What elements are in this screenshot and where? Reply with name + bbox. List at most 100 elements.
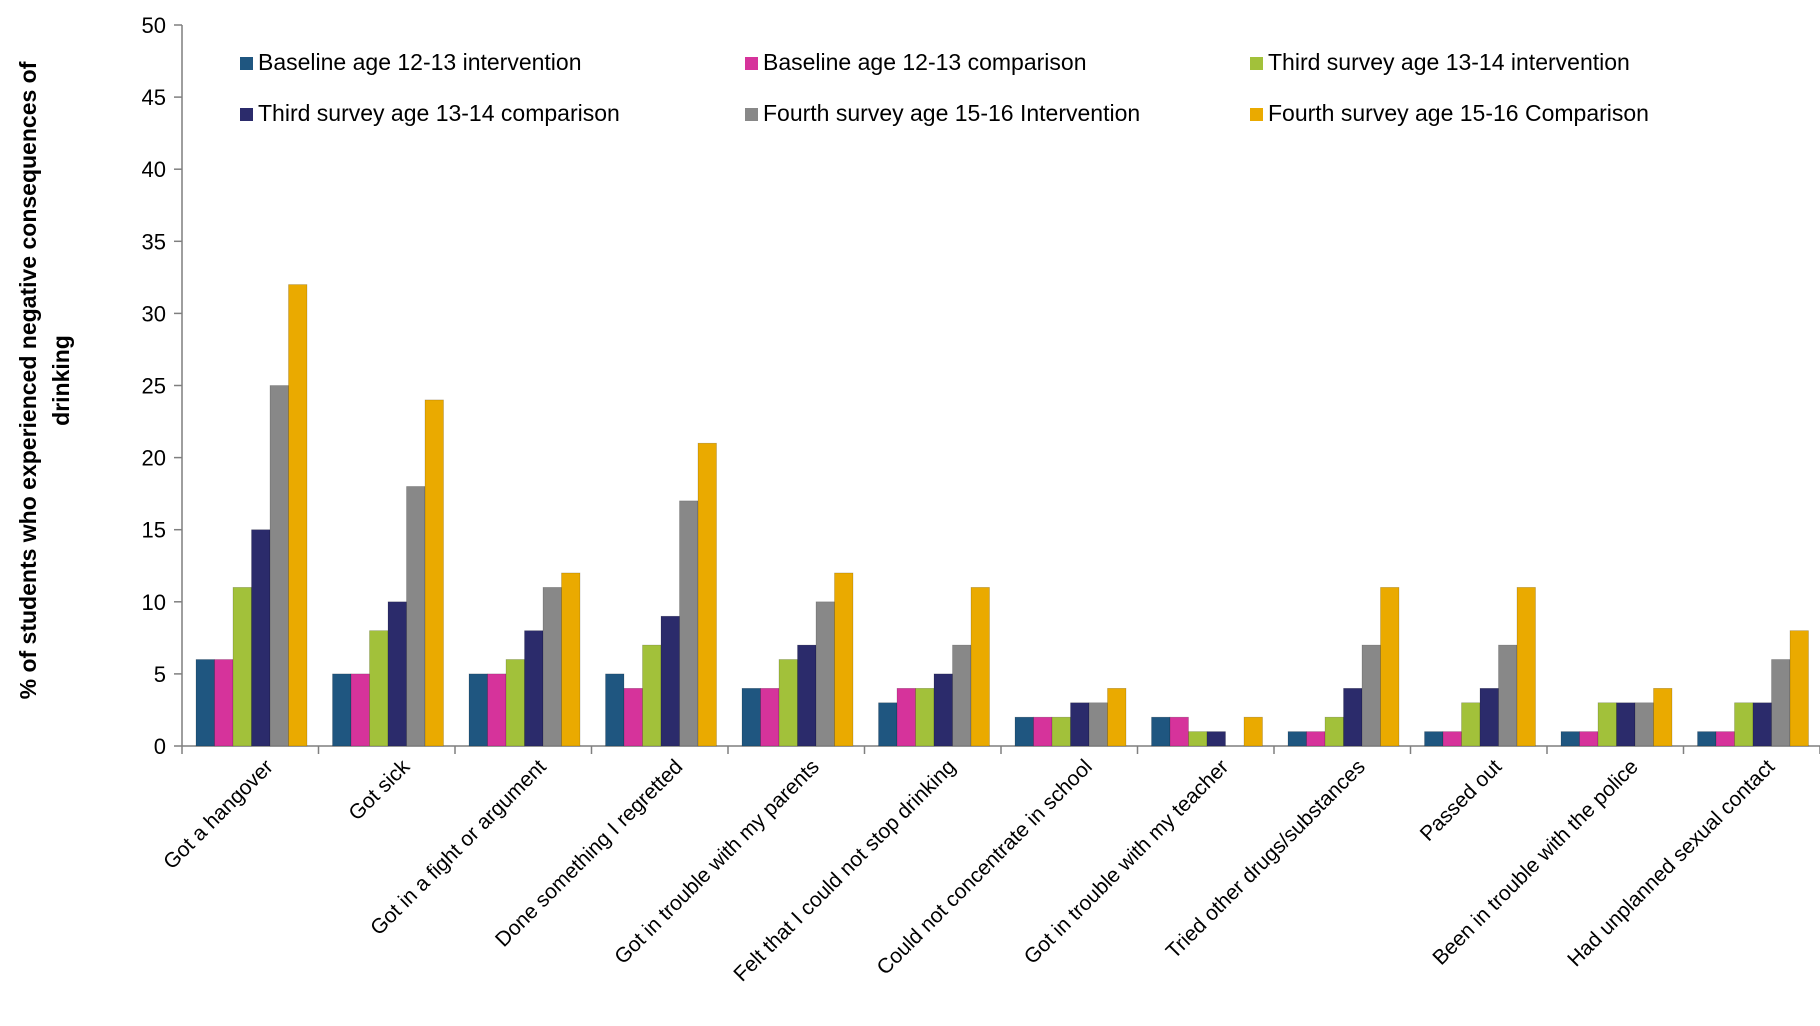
bar xyxy=(542,587,562,747)
legend: Baseline age 12-13 intervention Baseline … xyxy=(240,49,1649,126)
x-tick-label: Felt that I could not stop drinking xyxy=(729,755,960,986)
bar xyxy=(896,688,916,747)
bar xyxy=(1579,731,1599,747)
bar xyxy=(369,630,389,747)
bar xyxy=(387,601,407,747)
bar xyxy=(424,399,444,747)
x-tick-label: Passed out xyxy=(1416,755,1507,846)
bar xyxy=(1188,731,1208,747)
bar xyxy=(660,615,680,747)
bar xyxy=(232,587,252,747)
bar xyxy=(741,688,761,747)
bar xyxy=(468,673,488,747)
bar xyxy=(1715,731,1735,747)
bar xyxy=(1306,731,1326,747)
legend-label: Fourth survey age 15-16 Intervention xyxy=(763,100,1140,126)
bar xyxy=(797,644,817,747)
bar xyxy=(1752,702,1772,747)
bar xyxy=(1151,716,1171,747)
bar xyxy=(524,630,544,747)
bar xyxy=(251,529,271,747)
bar xyxy=(269,385,289,747)
y-tick-label: 10 xyxy=(142,590,166,615)
bar xyxy=(561,572,581,747)
bar xyxy=(605,673,625,747)
x-tick-label: Got sick xyxy=(344,755,414,825)
legend-label: Third survey age 13-14 comparison xyxy=(258,100,620,126)
y-axis-label: % of students who experienced negative c… xyxy=(15,61,74,699)
bar xyxy=(679,500,699,747)
bar xyxy=(1206,731,1226,747)
legend-swatch xyxy=(240,57,253,70)
bar xyxy=(815,601,835,747)
bar xyxy=(1014,716,1034,747)
legend-swatch xyxy=(1250,108,1263,121)
legend-label: Third survey age 13-14 intervention xyxy=(1268,49,1630,75)
bar xyxy=(288,284,308,747)
bar xyxy=(933,673,953,747)
y-tick-label: 0 xyxy=(154,734,166,759)
bar xyxy=(1243,716,1263,747)
x-tick-label: Got a hangover xyxy=(159,755,278,874)
y-tick-label: 25 xyxy=(142,374,166,399)
y-tick-label: 5 xyxy=(154,662,166,687)
y-tick-label: 40 xyxy=(142,157,166,182)
y-axis-title-line: drinking xyxy=(48,335,74,426)
bar xyxy=(214,659,234,747)
legend-swatch xyxy=(1250,57,1263,70)
x-tick-label: Could not concentrate in school xyxy=(873,755,1097,979)
bar xyxy=(760,688,780,747)
y-tick-label: 45 xyxy=(142,85,166,110)
bar xyxy=(1343,688,1363,747)
bar xyxy=(778,659,798,747)
bar xyxy=(623,688,643,747)
bar xyxy=(1424,731,1444,747)
legend-label: Fourth survey age 15-16 Comparison xyxy=(1268,100,1649,126)
bar xyxy=(1597,702,1617,747)
bar xyxy=(970,587,990,747)
y-axis-title-line: % of students who experienced negative c… xyxy=(15,61,41,699)
legend-swatch xyxy=(745,57,758,70)
bar xyxy=(1771,659,1791,747)
bar xyxy=(1442,731,1462,747)
bar xyxy=(487,673,507,747)
bar xyxy=(1734,702,1754,747)
bar xyxy=(952,644,972,747)
bar xyxy=(332,673,352,747)
bar xyxy=(195,659,215,747)
bar xyxy=(1653,688,1673,747)
bar xyxy=(1033,716,1053,747)
bar xyxy=(1560,731,1580,747)
bar xyxy=(834,572,854,747)
bar xyxy=(1287,731,1307,747)
y-tick-label: 20 xyxy=(142,446,166,471)
y-axis-title: % of students who experienced negative c… xyxy=(15,61,74,699)
bar xyxy=(642,644,662,747)
legend-swatch xyxy=(240,108,253,121)
bar xyxy=(1051,716,1071,747)
bar xyxy=(1324,716,1344,747)
bar xyxy=(915,688,935,747)
bar xyxy=(1380,587,1400,747)
bar xyxy=(505,659,525,747)
bar xyxy=(1479,688,1499,747)
bar xyxy=(1789,630,1809,747)
bars xyxy=(195,284,1809,747)
bar xyxy=(350,673,370,747)
legend-swatch xyxy=(745,108,758,121)
bar xyxy=(697,442,717,747)
bar xyxy=(406,486,426,747)
bar xyxy=(1070,702,1090,747)
y-ticks: 0 5 10 15 20 25 30 35 40 45 50 xyxy=(142,13,182,759)
bar xyxy=(1616,702,1636,747)
legend-label: Baseline age 12-13 comparison xyxy=(763,49,1086,75)
bar xyxy=(1107,688,1127,747)
y-tick-label: 35 xyxy=(142,229,166,254)
bar xyxy=(1461,702,1481,747)
bar xyxy=(1697,731,1717,747)
bar xyxy=(1169,716,1189,747)
y-tick-label: 50 xyxy=(142,13,166,38)
